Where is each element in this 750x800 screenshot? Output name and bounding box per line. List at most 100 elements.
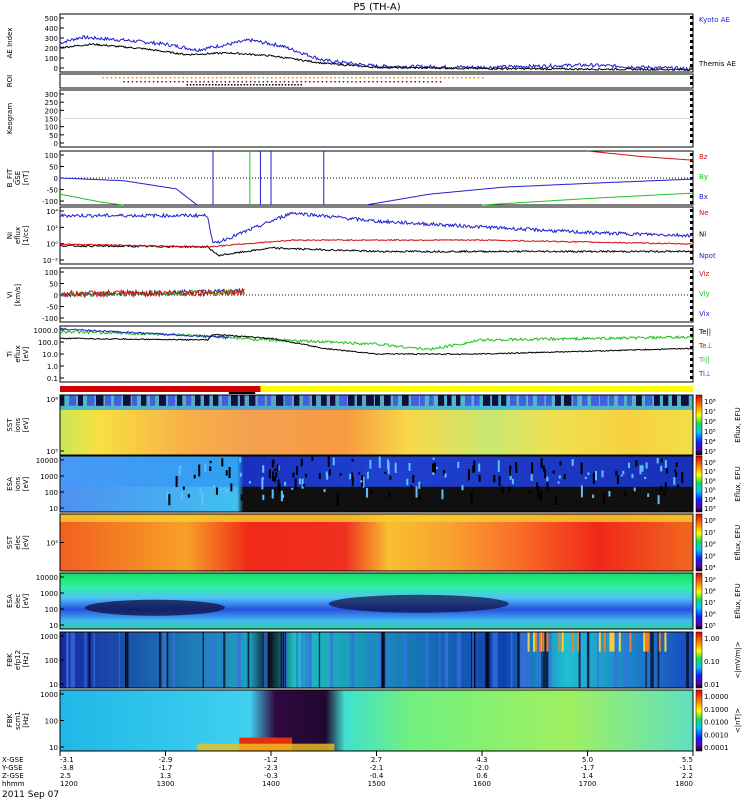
right-edge-tick xyxy=(690,306,693,309)
footer-row-label: Z-GSE xyxy=(2,772,24,780)
esa-ions-speckle xyxy=(370,488,373,494)
fbk-efield-stripe xyxy=(172,632,176,688)
colorbar-sst_e xyxy=(695,513,703,572)
roi-dot xyxy=(161,81,163,83)
roi-dot xyxy=(334,77,336,79)
colorbar-tick: 10⁴ xyxy=(704,564,716,572)
right-edge-tick xyxy=(690,34,693,37)
right-edge-tick xyxy=(690,370,693,373)
roi-dot xyxy=(418,81,421,83)
legend-entry: Ti|| xyxy=(698,356,710,364)
colorbar-label: Eflux, EFU xyxy=(734,525,742,560)
sst-ions-noise-cell xyxy=(573,395,578,406)
footer-value: -0.3 xyxy=(264,772,278,780)
roi-dot xyxy=(203,77,205,79)
roi-dot xyxy=(292,77,294,79)
sst-ions-noise-cell xyxy=(312,395,317,406)
fbk-efield-stripe xyxy=(542,632,546,688)
roi-dot xyxy=(224,84,227,86)
esa-ions-speckle xyxy=(323,489,326,493)
sst-ions-noise-cell xyxy=(474,395,480,406)
roi-dot xyxy=(157,77,159,79)
roi-dot xyxy=(215,84,217,86)
esa-ions-speckle xyxy=(558,475,561,479)
right-edge-tick xyxy=(690,352,693,355)
footer-value: -1.2 xyxy=(264,756,278,764)
roi-dot xyxy=(294,84,296,86)
roi-dot xyxy=(271,77,273,79)
roi-dot xyxy=(406,77,408,79)
fbk-efield-burst xyxy=(658,632,661,652)
esa-ions-speckle xyxy=(461,485,464,491)
ytick-label: 250 xyxy=(45,99,58,107)
fbk-efield-burst xyxy=(598,632,601,652)
ytick-label: 50 xyxy=(49,281,58,289)
roi-dot xyxy=(114,77,117,79)
esa-ions-speckle xyxy=(284,481,287,486)
esa-ions-speckle xyxy=(362,476,365,488)
footer-value: 0.6 xyxy=(476,772,488,780)
footer-value: -3.8 xyxy=(60,764,74,772)
legend-entry: Themis AE xyxy=(698,60,736,68)
esa-ions-speckle xyxy=(366,471,369,479)
roi-dot xyxy=(262,77,265,79)
sst-ions-noise-cell xyxy=(510,395,517,406)
ylabel-ti: Ti xyxy=(6,351,14,358)
roi-dot xyxy=(165,81,167,83)
fbk-efield-stripe xyxy=(237,632,241,688)
sst-ions-noise-cell xyxy=(177,395,183,406)
right-edge-tick xyxy=(690,110,693,113)
esa-ions-speckle xyxy=(432,472,435,475)
esa-ions-speckle xyxy=(228,466,231,479)
fbk-efield-stripe xyxy=(247,632,250,688)
roi-dot xyxy=(249,84,252,86)
esa-ions-speckle xyxy=(511,478,514,485)
sst-ions-noise-cell xyxy=(627,395,632,406)
right-edge-tick xyxy=(690,183,693,186)
legend-entry: Ti⊥ xyxy=(698,370,711,378)
fbk-efield-stripe xyxy=(538,632,543,688)
esa-ions-speckle xyxy=(294,478,297,490)
esa-ions-speckle xyxy=(457,461,460,469)
esa-ions-speckle xyxy=(559,461,562,466)
sst-ions-noise-cell xyxy=(87,395,95,406)
fbk-efield-stripe xyxy=(378,632,380,688)
ylabel-ae: AE Index xyxy=(6,28,14,59)
roi-dot xyxy=(452,77,454,79)
roi-dot xyxy=(140,81,142,83)
panel-esa_e: ESA elec [eV] 10000 1000 100 10 10⁹ 10⁸ 10⁷ 10⁶ 10⁵… xyxy=(6,572,742,630)
esa-ions-speckle xyxy=(615,470,618,476)
sst-ions-noise-cell xyxy=(339,395,347,406)
esa-ions-speckle xyxy=(298,478,301,485)
fbk-efield-burst xyxy=(645,632,648,652)
right-edge-tick xyxy=(690,16,693,19)
esa-ions-speckle xyxy=(305,473,308,478)
esa-ions-speckle xyxy=(179,465,182,468)
roi-dot xyxy=(296,81,298,83)
roi-dot xyxy=(325,81,328,83)
esa-ions-speckle xyxy=(529,490,532,493)
roi-dot xyxy=(410,77,412,79)
ytick-label: 1000 xyxy=(40,633,58,641)
roi-dot xyxy=(342,81,345,83)
colorbar-tick: 0.01 xyxy=(704,681,720,689)
right-edge-tick xyxy=(690,104,693,107)
ytick-label: 10⁵ xyxy=(46,540,58,548)
panel-sst_i: SST ions [eV] 10⁶ 10⁵ 10⁸ 10⁷ 10⁶ 10⁵ 10⁴ 10³ Eflux… xyxy=(6,394,742,456)
ylabel-sst_i: SST xyxy=(6,418,14,432)
fbk-efield-stripe xyxy=(587,632,590,688)
fbk-efield-stripe xyxy=(578,632,581,688)
ylabel-esa_e: elec xyxy=(14,594,22,609)
ytick-label: 0 xyxy=(54,175,58,183)
esa-ions-speckle xyxy=(509,465,512,476)
roi-dot xyxy=(422,77,425,79)
colorbar-tick: 10⁶ xyxy=(704,541,716,549)
roi-dot xyxy=(241,77,243,79)
esa-ions-speckle xyxy=(318,473,321,479)
roi-dot xyxy=(271,81,273,83)
sst-ions-noise-cell xyxy=(321,395,327,406)
esa-ions-speckle xyxy=(622,470,625,475)
roi-dot xyxy=(127,77,130,79)
panel-frame-sst_i xyxy=(59,394,694,456)
